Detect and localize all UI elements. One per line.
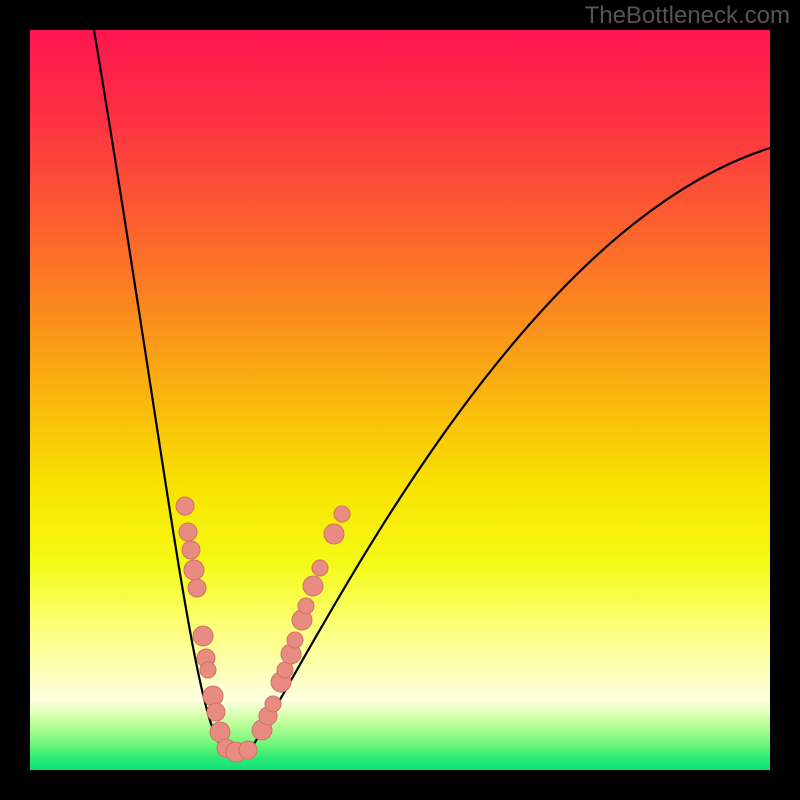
frame-border-bottom <box>0 770 800 800</box>
bottleneck-curve-right <box>250 148 770 750</box>
data-marker <box>334 506 350 522</box>
data-marker <box>265 696 281 712</box>
data-marker <box>182 541 200 559</box>
chart-plot-area <box>30 30 770 770</box>
data-marker <box>200 662 216 678</box>
data-marker <box>193 626 213 646</box>
data-marker <box>239 741 257 759</box>
frame-border-right <box>770 0 800 800</box>
data-marker <box>188 579 206 597</box>
chart-curve-layer <box>30 30 770 770</box>
data-marker <box>207 703 225 721</box>
data-marker <box>298 598 314 614</box>
data-marker <box>179 523 197 541</box>
data-marker <box>176 497 194 515</box>
frame-border-left <box>0 0 30 800</box>
data-marker <box>312 560 328 576</box>
data-marker <box>303 576 323 596</box>
data-markers-group <box>176 497 350 762</box>
data-marker <box>184 560 204 580</box>
data-marker <box>324 524 344 544</box>
watermark-text: TheBottleneck.com <box>585 2 790 30</box>
data-marker <box>287 632 303 648</box>
